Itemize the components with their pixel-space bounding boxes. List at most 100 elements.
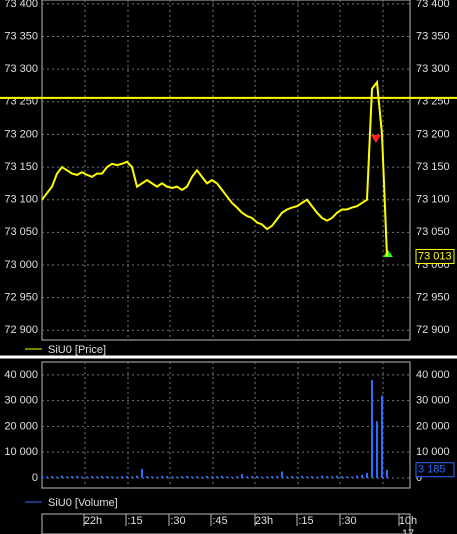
y-tick-label: 73 400 (4, 0, 38, 10)
volume-bar (196, 476, 198, 478)
y-tick-label-right: 72 900 (416, 324, 450, 336)
volume-bar (311, 476, 313, 478)
y-tick-label: 73 200 (4, 128, 38, 140)
volume-bar (321, 475, 323, 478)
volume-bar (126, 475, 128, 478)
volume-bar (121, 476, 123, 478)
volume-bar (221, 475, 223, 478)
volume-bar (336, 475, 338, 478)
price-line (41, 79, 388, 257)
x-tick-label: :45 (212, 515, 227, 527)
volume-bar (161, 475, 163, 478)
volume-bar (366, 472, 368, 478)
y-tick-label-right: 73 400 (416, 0, 450, 10)
y-tick-label-right: 73 350 (416, 30, 450, 42)
volume-bar (286, 476, 288, 478)
volume-bar (106, 476, 108, 478)
volume-bar (306, 476, 308, 478)
y-tick-label: 73 150 (4, 161, 38, 173)
last-value-box (415, 462, 455, 478)
last-value-label: 3 185 (418, 464, 446, 476)
volume-bar (261, 476, 263, 478)
last-value-label: 73 013 (418, 250, 452, 262)
y-tick-label-right: 73 100 (416, 194, 450, 206)
volume-bar (76, 475, 78, 478)
volume-bar (331, 476, 333, 478)
x-sublabel: 17 (402, 528, 414, 534)
volume-bar (241, 474, 243, 478)
volume-bar (51, 476, 53, 478)
volume-bar (236, 476, 238, 478)
volume-bar (91, 476, 93, 478)
volume-bar (376, 421, 378, 478)
y-tick-label-right: 20 000 (416, 420, 450, 432)
volume-bar (206, 475, 208, 478)
y-tick-label-right: 30 000 (416, 395, 450, 407)
volume-bar (281, 471, 283, 478)
y-tick-label: 73 000 (4, 259, 38, 271)
volume-bar (116, 476, 118, 478)
volume-bar (81, 476, 83, 478)
x-tick-label: 23h (255, 515, 273, 527)
legend-label: SiU0 [Price] (48, 344, 106, 356)
volume-bar (231, 476, 233, 478)
volume-bar (41, 475, 43, 478)
volume-bar (171, 476, 173, 478)
x-tick-label: :30 (170, 515, 185, 527)
volume-bar (136, 475, 138, 478)
y-tick-label: 20 000 (4, 420, 38, 432)
y-tick-label: 73 050 (4, 226, 38, 238)
y-tick-label-right: 40 000 (416, 369, 450, 381)
volume-bar (246, 476, 248, 478)
volume-bar (266, 476, 268, 478)
volume-bar (71, 476, 73, 478)
price-frame (41, 0, 411, 341)
volume-bar (141, 468, 143, 478)
volume-bar (191, 476, 193, 478)
volume-bar (316, 476, 318, 478)
y-tick-label: 40 000 (4, 369, 38, 381)
sell-marker (371, 135, 381, 143)
volume-bar (211, 476, 213, 478)
y-tick-label-right: 73 150 (416, 161, 450, 173)
buy-marker (383, 250, 393, 257)
volume-bar (291, 476, 293, 478)
y-tick-label: 10 000 (4, 446, 38, 458)
legend-label: SiU0 [Volume] (48, 497, 118, 509)
volume-bar (346, 476, 348, 478)
volume-bar (341, 476, 343, 478)
last-value-box (415, 248, 455, 264)
volume-bar (86, 476, 88, 478)
volume-bar (256, 475, 258, 478)
volume-bar (156, 476, 158, 478)
y-tick-label: 72 900 (4, 324, 38, 336)
y-tick-label: 0 (32, 472, 38, 484)
x-tick-label: :15 (298, 515, 313, 527)
volume-bar (271, 476, 273, 478)
volume-bar (251, 476, 253, 478)
x-tick-label: :30 (341, 515, 356, 527)
y-tick-label-right: 0 (416, 472, 422, 484)
volume-bar (46, 476, 48, 478)
volume-bar (201, 476, 203, 478)
y-tick-label-right: 73 300 (416, 63, 450, 75)
y-tick-label: 30 000 (4, 395, 38, 407)
y-tick-label: 72 950 (4, 291, 38, 303)
volume-bar (356, 475, 358, 478)
y-tick-label: 73 100 (4, 194, 38, 206)
y-tick-label: 73 300 (4, 63, 38, 75)
volume-bar (381, 395, 383, 478)
volume-bar (351, 476, 353, 478)
volume-bar (176, 476, 178, 478)
volume-bar (101, 475, 103, 478)
volume-bar (186, 475, 188, 478)
volume-bar (66, 476, 68, 478)
x-tick-label: :15 (127, 515, 142, 527)
volume-bar (296, 476, 298, 478)
volume-bar (386, 469, 388, 478)
y-tick-label-right: 72 950 (416, 291, 450, 303)
y-tick-label-right: 73 200 (416, 128, 450, 140)
